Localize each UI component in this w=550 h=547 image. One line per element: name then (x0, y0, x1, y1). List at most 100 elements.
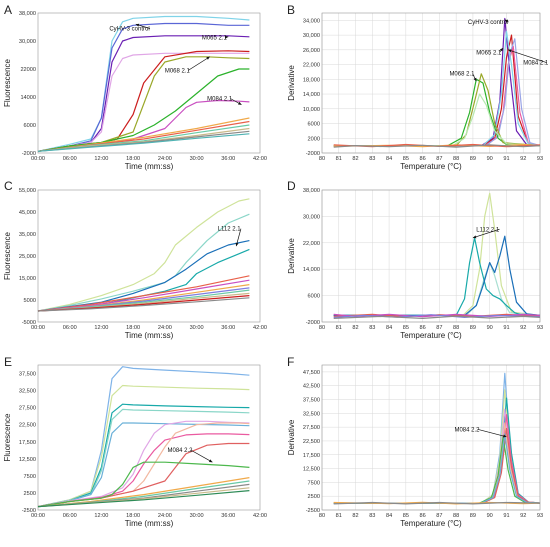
x-tick-label: 87 (436, 156, 442, 162)
series-line (37, 198, 250, 312)
series-line (333, 17, 541, 147)
annotation-label: L112 2.1 (218, 227, 242, 233)
panel-B: B -2000 2000 6000 10,000 14,000 18,000 22,000 26… (287, 3, 549, 171)
y-tick-label: 7500 (308, 480, 320, 486)
x-tick-label: 89 (470, 325, 476, 331)
y-tick-label: 22,000 (303, 63, 320, 69)
annotation-arrow (508, 49, 547, 63)
x-tick-label: 12:00 (94, 156, 108, 162)
y-tick-label: 22000 (20, 67, 36, 73)
panel-letter: B (287, 3, 295, 17)
x-tick-label: 24:00 (158, 325, 172, 331)
x-tick-label: 84 (386, 325, 392, 331)
y-tick-label: 47,500 (303, 370, 320, 376)
plot-frame (321, 12, 541, 154)
annotation-arrow (472, 228, 500, 239)
panel-letter: F (287, 355, 294, 369)
y-axis-title: Derivative (287, 419, 296, 455)
panel-letter: C (4, 179, 13, 193)
x-tick-label: 85 (403, 156, 409, 162)
y-tick-label: -2000 (22, 151, 36, 157)
series-line (37, 22, 250, 152)
series-line (37, 403, 250, 508)
y-tick-label: 32,500 (19, 389, 36, 395)
arrowhead (472, 235, 477, 239)
series-line (37, 124, 250, 152)
series-line (333, 34, 541, 147)
annotation-label: M084 2.2 (168, 448, 194, 454)
arrowhead (499, 48, 504, 52)
series-line (37, 487, 250, 508)
x-tick-label: 81 (336, 156, 342, 162)
x-tick-label: 93 (537, 325, 543, 331)
x-tick-label: 90 (487, 325, 493, 331)
y-tick-label: -2500 (306, 508, 320, 514)
y-axis-title: Derivative (287, 65, 296, 101)
x-tick-label: 06:00 (63, 513, 77, 519)
annotation-label: M084 2.1 (523, 61, 549, 67)
panel-F: F -2500 2500 7500 12,500 17,500 22,500 27,500 32… (287, 355, 543, 528)
y-tick-label: 30,000 (303, 214, 320, 220)
annotation-label: M065 2.1 (202, 35, 228, 41)
arrowhead (208, 459, 213, 463)
y-tick-label: 45,000 (19, 210, 36, 216)
y-tick-label: 22,500 (19, 423, 36, 429)
x-axis-title: Temperature (°C) (400, 162, 462, 171)
panel-D: D -2000 6000 14,000 22,000 30,000 38,000 80 81 82… (287, 179, 543, 340)
y-tick-label: -5000 (22, 320, 36, 326)
x-tick-label: 86 (419, 156, 425, 162)
x-tick-label: 82 (352, 156, 358, 162)
y-tick-label: 22,500 (303, 439, 320, 445)
series-line (333, 93, 541, 147)
x-tick-label: 91 (503, 513, 509, 519)
y-tick-label: 2500 (24, 491, 36, 497)
series-line (333, 436, 541, 504)
arrowhead (225, 35, 229, 39)
series-line (37, 52, 250, 152)
x-tick-label: 36:00 (221, 513, 235, 519)
x-tick-label: 18:00 (126, 156, 140, 162)
series-line (333, 313, 541, 318)
x-tick-label: 06:00 (63, 325, 77, 331)
x-axis-title: Time (mm:ss) (125, 162, 174, 171)
arrowhead (235, 242, 239, 247)
series-line (37, 275, 250, 312)
x-tick-label: 00:00 (31, 325, 45, 331)
x-tick-label: 91 (503, 325, 509, 331)
x-tick-label: 91 (503, 156, 509, 162)
x-tick-label: 86 (419, 325, 425, 331)
y-axis-title: Fluorescence (3, 413, 12, 462)
y-tick-label: 10,000 (303, 107, 320, 113)
panel-E: E -2500 2500 7500 12,500 17,500 22,500 27,500 32… (3, 355, 267, 528)
series-line (37, 408, 250, 508)
x-tick-label: 36:00 (221, 156, 235, 162)
y-tick-label: 27,500 (19, 406, 36, 412)
x-tick-label: 42:00 (253, 156, 267, 162)
y-tick-label: 22,000 (303, 241, 320, 247)
y-tick-label: 6000 (308, 122, 320, 128)
y-tick-label: 30,000 (303, 33, 320, 39)
x-tick-label: 18:00 (126, 513, 140, 519)
series-line (333, 73, 541, 147)
series-line (37, 127, 250, 152)
x-tick-label: 82 (352, 513, 358, 519)
arrowhead (504, 19, 509, 23)
arrowhead (473, 77, 477, 82)
y-tick-label: 2500 (308, 494, 320, 500)
x-tick-label: 82 (352, 325, 358, 331)
x-tick-label: 84 (386, 156, 392, 162)
y-tick-label: 17,500 (303, 453, 320, 459)
x-tick-label: 81 (336, 325, 342, 331)
y-tick-label: 5000 (24, 298, 36, 304)
annotation-label: M068 2.1 (449, 72, 475, 78)
x-tick-label: 92 (520, 325, 526, 331)
annotation-label: CyHV-3 control (109, 27, 149, 33)
x-axis-title: Temperature (°C) (400, 331, 462, 340)
y-tick-label: 25,000 (19, 254, 36, 260)
series-line (333, 144, 541, 148)
y-axis-title: Fluorescence (3, 58, 12, 107)
y-tick-label: 35,000 (19, 232, 36, 238)
x-tick-label: 93 (537, 156, 543, 162)
series-line (333, 427, 541, 504)
